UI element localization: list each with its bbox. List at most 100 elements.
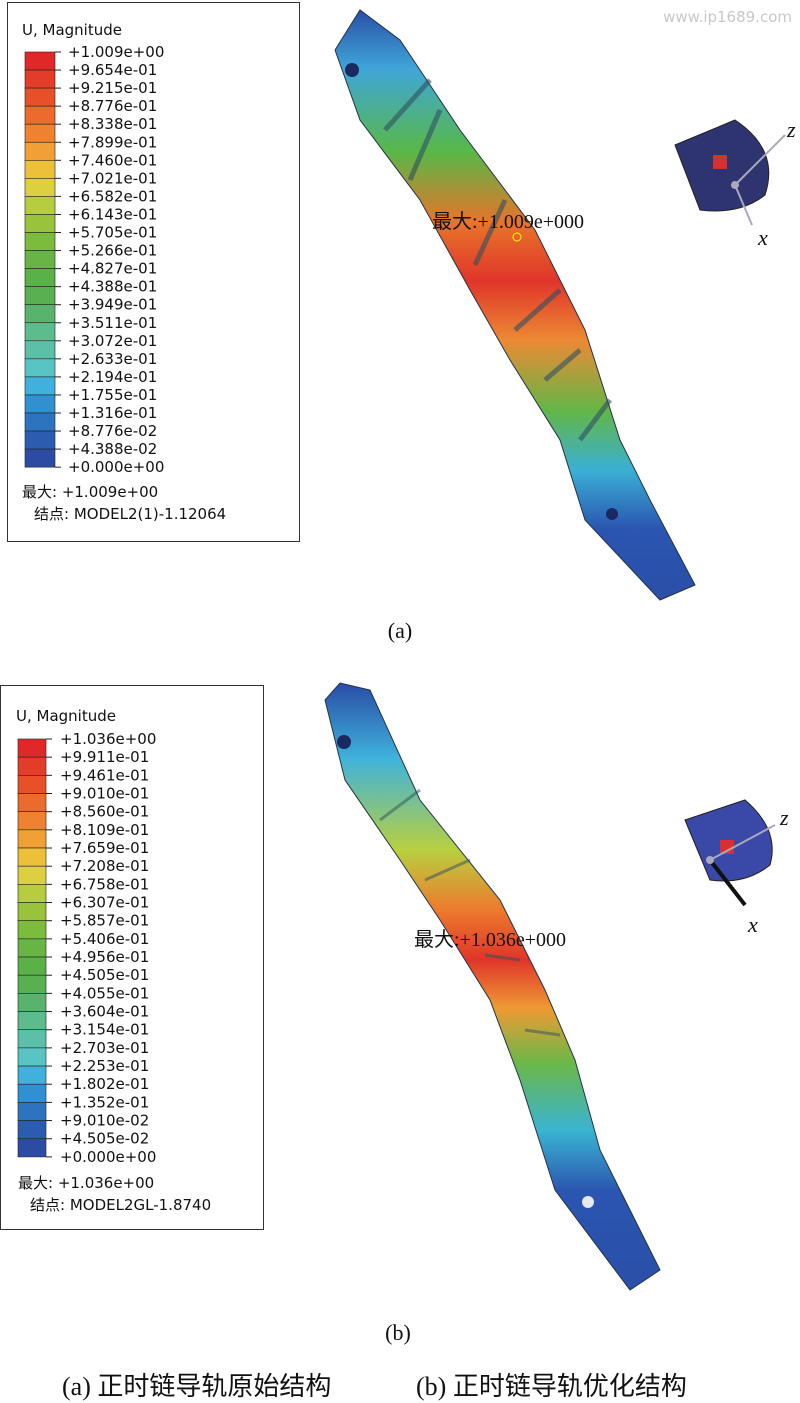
- legend-label: +5.705e-01: [68, 224, 157, 242]
- legend-label: +7.659e-01: [60, 839, 149, 857]
- axis-x: x: [757, 225, 768, 250]
- legend-label: +4.388e-02: [68, 440, 157, 458]
- axis-z: z: [779, 805, 789, 830]
- legend-label: +7.208e-01: [60, 857, 149, 875]
- legend-swatch: [17, 938, 47, 958]
- ribs: [379, 788, 561, 1037]
- legend-label: +9.010e-01: [60, 785, 149, 803]
- triad: [674, 119, 786, 226]
- legend-swatch: [24, 105, 56, 125]
- legend-swatch: [24, 160, 56, 179]
- legend-swatch: [24, 412, 56, 432]
- legend-swatch: [24, 376, 56, 396]
- legend-label: +9.215e-01: [68, 79, 157, 97]
- legend-swatch: [24, 69, 56, 89]
- rail-original: [334, 9, 696, 601]
- legend-swatch: [17, 993, 47, 1012]
- legend-swatch: [17, 956, 47, 976]
- legend-label: +8.109e-01: [60, 821, 149, 839]
- legend-label: +5.857e-01: [60, 912, 149, 930]
- legend-label: +5.406e-01: [60, 930, 149, 948]
- legend-label: +3.949e-01: [68, 296, 157, 314]
- legend-swatch: [17, 1138, 47, 1158]
- legend-swatch: [17, 775, 47, 794]
- legend-swatch: [24, 448, 56, 468]
- legend-label: +1.316e-01: [68, 404, 157, 422]
- legend-label: +4.827e-01: [68, 260, 157, 278]
- legend-swatch: [24, 322, 56, 342]
- legend-swatch: [24, 250, 56, 269]
- legend-label: +6.758e-01: [60, 875, 149, 893]
- legend-swatch: [17, 847, 47, 867]
- legend-label: +6.582e-01: [68, 187, 157, 205]
- legend-swatch: [24, 304, 56, 324]
- legend-swatch: [24, 141, 56, 161]
- legend-label: +0.000e+00: [60, 1148, 156, 1166]
- legend-swatch: [24, 358, 56, 378]
- legend-swatch: [24, 196, 56, 215]
- legend-label: +8.776e-01: [68, 97, 157, 115]
- legend-swatch: [24, 178, 56, 197]
- legend-label: +1.802e-01: [60, 1075, 149, 1093]
- legend-label: +0.000e+00: [68, 458, 164, 476]
- legend-swatch: [24, 232, 56, 251]
- legend-label: +9.911e-01: [60, 748, 149, 766]
- legend-label: +6.307e-01: [60, 894, 149, 912]
- hole: [606, 508, 618, 520]
- caption: (b) 正时链导轨优化结构: [416, 1372, 687, 1401]
- legend-label: +2.194e-01: [68, 368, 157, 386]
- max-marker: 最大:+1.009e+000: [432, 210, 584, 233]
- legend-swatch: [24, 268, 56, 287]
- legend-label: +4.055e-01: [60, 984, 149, 1002]
- legend-swatch: [17, 811, 47, 831]
- legend-swatch: [17, 1047, 47, 1067]
- legend-label: +4.388e-01: [68, 278, 157, 296]
- rail-optimized: [324, 682, 661, 1291]
- legend-swatch: [17, 865, 47, 885]
- legend-swatch: [17, 902, 47, 922]
- hole: [345, 63, 359, 77]
- legend-swatch: [24, 123, 56, 143]
- panel-label: (b): [385, 1320, 411, 1345]
- legend-label: +6.143e-01: [68, 205, 157, 223]
- legend-label: +1.036e+00: [60, 730, 156, 748]
- legend-label: +1.009e+00: [68, 43, 164, 61]
- legend-swatch: [17, 1065, 47, 1085]
- legend-swatch: [24, 51, 56, 71]
- legend-swatch: [17, 1120, 47, 1140]
- legend-swatch: [24, 214, 56, 233]
- legend-swatch: [17, 1102, 47, 1121]
- legend-title: U, Magnitude: [16, 707, 116, 725]
- legend-label: +7.460e-01: [68, 151, 157, 169]
- legend-label: +3.511e-01: [68, 314, 157, 332]
- caption: (a) 正时链导轨原始结构: [62, 1372, 331, 1401]
- hole: [582, 1196, 594, 1208]
- legend-swatch: [17, 1011, 47, 1031]
- legend-label: +8.338e-01: [68, 115, 157, 133]
- watermark: www.ip1689.com: [663, 8, 792, 26]
- max-value: 最大: +1.036e+00: [18, 1174, 154, 1192]
- panel-label: (a): [388, 618, 412, 643]
- legend-swatch: [24, 430, 56, 450]
- legend-label: +8.560e-01: [60, 803, 149, 821]
- node-id: 结点: MODEL2GL-1.8740: [30, 1196, 211, 1214]
- legend-label: +5.266e-01: [68, 242, 157, 260]
- legend-box: [7, 2, 300, 542]
- legend-swatch: [17, 974, 47, 994]
- max-point: [512, 232, 522, 242]
- legend-label: +1.352e-01: [60, 1093, 149, 1111]
- legend-label: +3.154e-01: [60, 1021, 149, 1039]
- legend-swatch: [17, 1083, 47, 1103]
- legend-label: +2.703e-01: [60, 1039, 149, 1057]
- legend-title: U, Magnitude: [22, 21, 122, 39]
- legend-label: +7.021e-01: [68, 169, 157, 187]
- legend-label: +9.461e-01: [60, 766, 149, 784]
- legend-label: +3.604e-01: [60, 1003, 149, 1021]
- legend-label: +8.776e-02: [68, 422, 157, 440]
- legend-label: +9.010e-02: [60, 1112, 149, 1130]
- legend-swatch: [17, 920, 47, 940]
- legend-label: +9.654e-01: [68, 61, 157, 79]
- legend-swatch: [17, 884, 47, 903]
- legend-label: +4.505e-02: [60, 1130, 149, 1148]
